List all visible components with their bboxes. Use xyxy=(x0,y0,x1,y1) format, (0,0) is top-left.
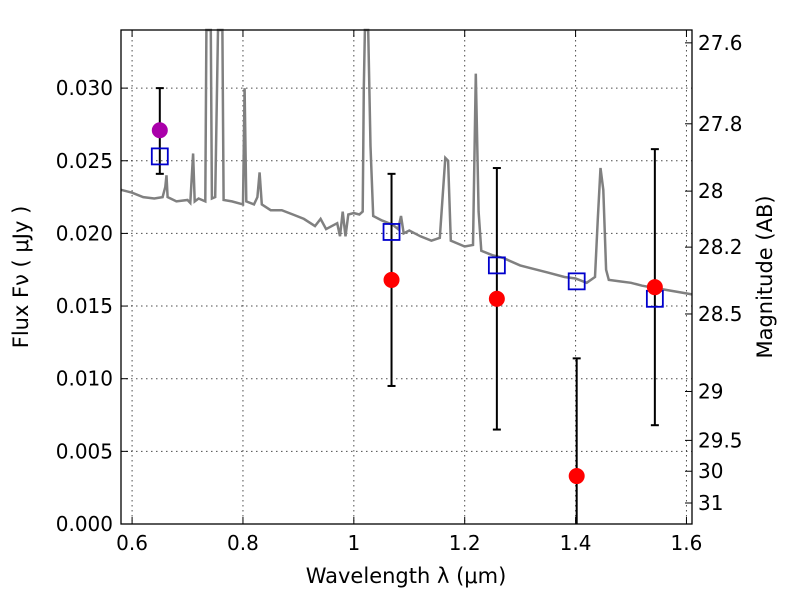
observed-markers xyxy=(151,122,663,485)
y-tick-label: 0.030 xyxy=(56,76,113,100)
x-tick-labels: 0.6 0.8 1 1.2 1.4 1.6 xyxy=(116,531,702,555)
magnitude-tick-label: 29.5 xyxy=(698,428,743,452)
magnitude-tick-label: 30 xyxy=(698,459,723,483)
x-tick-label: 0.8 xyxy=(227,531,259,555)
y-tick-label: 0.000 xyxy=(56,512,113,536)
synthetic-photometry-marker xyxy=(382,223,401,241)
y-tick-label: 0.015 xyxy=(56,294,113,318)
y-axis-title: Flux Fν ( μJy ) xyxy=(9,206,33,349)
synthetic-photometry-marker xyxy=(487,256,506,275)
y-tick-label: 0.025 xyxy=(56,149,113,173)
x-axis-title: Wavelength λ (μm) xyxy=(306,564,507,588)
x-tick-label: 1.4 xyxy=(560,531,592,555)
observed-photometry-marker xyxy=(383,271,400,288)
magnitude-tick-label: 27.8 xyxy=(698,112,743,136)
x-tick-label: 1 xyxy=(347,531,360,555)
y-tick-label: 0.020 xyxy=(56,221,113,245)
magnitude-tick-label: 28.2 xyxy=(698,235,743,259)
ticks xyxy=(121,30,692,525)
y-tick-label: 0.005 xyxy=(56,439,113,463)
observed-photometry-marker xyxy=(568,468,585,485)
magnitude-tick-label: 27.6 xyxy=(698,31,743,55)
synthetic-photometry-marker xyxy=(150,147,169,166)
model-spectrum-line xyxy=(120,28,693,296)
y-tick-label: 0.010 xyxy=(56,367,113,391)
y-tick-labels: 0.000 0.005 0.010 0.015 0.020 0.025 0.030 xyxy=(56,76,113,536)
magnitude-tick-labels: 27.6 27.8 28 28.2 28.5 29 29.5 30 31 xyxy=(698,31,743,515)
magnitude-tick-label: 29 xyxy=(698,379,723,403)
magnitude-tick-label: 31 xyxy=(698,491,723,515)
x-tick-label: 0.6 xyxy=(116,531,148,555)
observed-photometry-marker xyxy=(151,122,168,139)
magnitude-tick-label: 28.5 xyxy=(698,302,743,326)
synthetic-markers xyxy=(150,147,664,308)
plot-frame xyxy=(120,29,693,525)
observed-photometry-marker xyxy=(488,290,505,307)
observed-photometry-marker xyxy=(646,279,663,296)
x-tick-label: 1.2 xyxy=(449,531,481,555)
x-tick-label: 1.6 xyxy=(671,531,703,555)
magnitude-axis-title: Magnitude (AB) xyxy=(753,195,777,358)
magnitude-tick-label: 28 xyxy=(698,179,723,203)
synthetic-photometry-marker xyxy=(567,272,586,291)
model-layer xyxy=(120,28,693,296)
